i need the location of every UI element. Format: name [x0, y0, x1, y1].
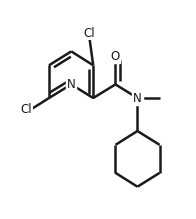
- Polygon shape: [111, 51, 120, 63]
- Polygon shape: [66, 78, 76, 91]
- Text: Cl: Cl: [20, 103, 32, 116]
- Text: Cl: Cl: [84, 26, 95, 39]
- Text: O: O: [111, 50, 120, 64]
- Text: N: N: [133, 92, 142, 104]
- Polygon shape: [132, 91, 143, 105]
- Text: N: N: [67, 78, 76, 91]
